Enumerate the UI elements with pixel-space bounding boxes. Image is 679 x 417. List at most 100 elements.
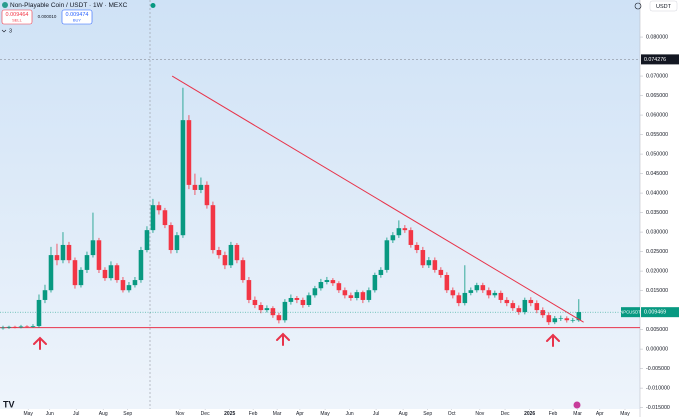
x-tick-label: Apr bbox=[296, 411, 304, 417]
x-tick-label: Dec bbox=[501, 411, 510, 417]
x-tick-label: Jun bbox=[346, 411, 354, 417]
candle-body bbox=[570, 320, 576, 321]
candle-body bbox=[474, 285, 480, 291]
x-tick-label: Aug bbox=[99, 411, 108, 417]
currency-box[interactable] bbox=[649, 0, 678, 12]
candle-body bbox=[24, 326, 30, 328]
x-tick-label: May bbox=[23, 411, 33, 417]
candle-body bbox=[252, 299, 258, 306]
x-tick-label: Oct bbox=[448, 411, 456, 417]
candle-body bbox=[138, 250, 144, 281]
settings-icon[interactable] bbox=[634, 2, 642, 10]
candle-body bbox=[324, 280, 330, 283]
candle-body bbox=[48, 255, 54, 291]
candle-body bbox=[90, 240, 96, 256]
candle-body bbox=[558, 318, 564, 319]
candle-body bbox=[210, 205, 216, 251]
candle-body bbox=[78, 269, 84, 286]
candle-body bbox=[564, 318, 570, 321]
x-tick-label: Sep bbox=[123, 411, 132, 417]
x-tick-label: Aug bbox=[399, 411, 408, 417]
candle-body bbox=[72, 260, 78, 286]
x-tick-label: Mar bbox=[573, 411, 582, 417]
candle-body bbox=[576, 312, 582, 321]
candle-body bbox=[402, 228, 408, 231]
candle-body bbox=[288, 298, 294, 302]
y-tick-label: -0.010000 bbox=[646, 386, 670, 392]
event-icon bbox=[573, 401, 581, 409]
x-tick-label: Apr bbox=[596, 411, 604, 417]
candle-body bbox=[198, 184, 204, 190]
candle-body bbox=[132, 280, 138, 286]
y-tick-label: 0.020000 bbox=[646, 268, 668, 274]
logo: TV bbox=[3, 399, 15, 409]
y-tick-label: 0.055000 bbox=[646, 132, 668, 138]
buy-button[interactable] bbox=[61, 9, 93, 25]
candle-body bbox=[408, 230, 414, 245]
candle-body bbox=[12, 326, 18, 328]
candle-body bbox=[60, 244, 66, 261]
candle-body bbox=[390, 235, 396, 241]
candle-body bbox=[36, 299, 42, 327]
candle-body bbox=[102, 269, 108, 279]
y-tick-label: 0.000000 bbox=[646, 347, 668, 353]
candle-body bbox=[516, 308, 522, 313]
arrows bbox=[33, 332, 560, 350]
x-tick-label: Nov bbox=[175, 411, 184, 417]
candle-body bbox=[42, 290, 48, 300]
series-tag bbox=[621, 307, 640, 318]
indicator-toggle[interactable] bbox=[1, 29, 7, 33]
y-tick-label: 0.070000 bbox=[646, 73, 668, 79]
candle-body bbox=[240, 260, 246, 281]
arrow bbox=[276, 332, 290, 346]
indicator-count: 3 bbox=[9, 28, 12, 34]
candle-body bbox=[114, 265, 120, 281]
candle-body bbox=[522, 299, 528, 313]
x-tick-label: Feb bbox=[249, 411, 258, 417]
candle-body bbox=[222, 255, 228, 266]
last-price-label: 0.009469 bbox=[644, 310, 666, 316]
candle-body bbox=[144, 230, 150, 251]
candle-body bbox=[192, 184, 198, 190]
marked-price-label: 0.074276 bbox=[644, 57, 666, 63]
plot bbox=[0, 59, 640, 330]
y-tick-label: 0.065000 bbox=[646, 93, 668, 99]
candle-body bbox=[444, 274, 450, 291]
candle-body bbox=[168, 225, 174, 251]
last-price-tag bbox=[641, 307, 679, 318]
y-tick-label: 0.060000 bbox=[646, 112, 668, 118]
candle-body bbox=[216, 250, 222, 256]
y-tick-label: 0.030000 bbox=[646, 229, 668, 235]
x-tick-label: Jun bbox=[46, 411, 54, 417]
candle-body bbox=[246, 280, 252, 300]
candle-body bbox=[510, 303, 516, 309]
candle-body bbox=[336, 283, 342, 291]
coin-icon bbox=[2, 2, 8, 8]
candle-body bbox=[456, 295, 462, 304]
sell-price: 0.009464 bbox=[6, 12, 29, 18]
currency: USDT bbox=[656, 4, 672, 10]
y-tick-label: 0.025000 bbox=[646, 249, 668, 255]
y-tick-label: 0.035000 bbox=[646, 210, 668, 216]
candle-body bbox=[0, 327, 6, 329]
candle-body bbox=[438, 269, 444, 275]
x-tick-label: Mar bbox=[273, 411, 282, 417]
x-tick-label: Jul bbox=[73, 411, 79, 417]
candle-body bbox=[180, 120, 186, 236]
spread: 0.000010 bbox=[38, 14, 57, 19]
sell-label: SELL bbox=[12, 18, 23, 23]
y-tick-label: 0.045000 bbox=[646, 171, 668, 177]
sell-button[interactable] bbox=[1, 9, 33, 25]
candle-body bbox=[432, 260, 438, 270]
y-tick-label: 0.080000 bbox=[646, 34, 668, 40]
candle-body bbox=[162, 210, 168, 226]
y-tick-label: 0.005000 bbox=[646, 327, 668, 333]
candle-body bbox=[234, 244, 240, 261]
candle-body bbox=[528, 299, 534, 304]
candle-body bbox=[174, 235, 180, 251]
candle-body bbox=[372, 274, 378, 291]
candle-body bbox=[396, 228, 402, 236]
candle-body bbox=[366, 290, 372, 300]
candle-body bbox=[354, 292, 360, 299]
